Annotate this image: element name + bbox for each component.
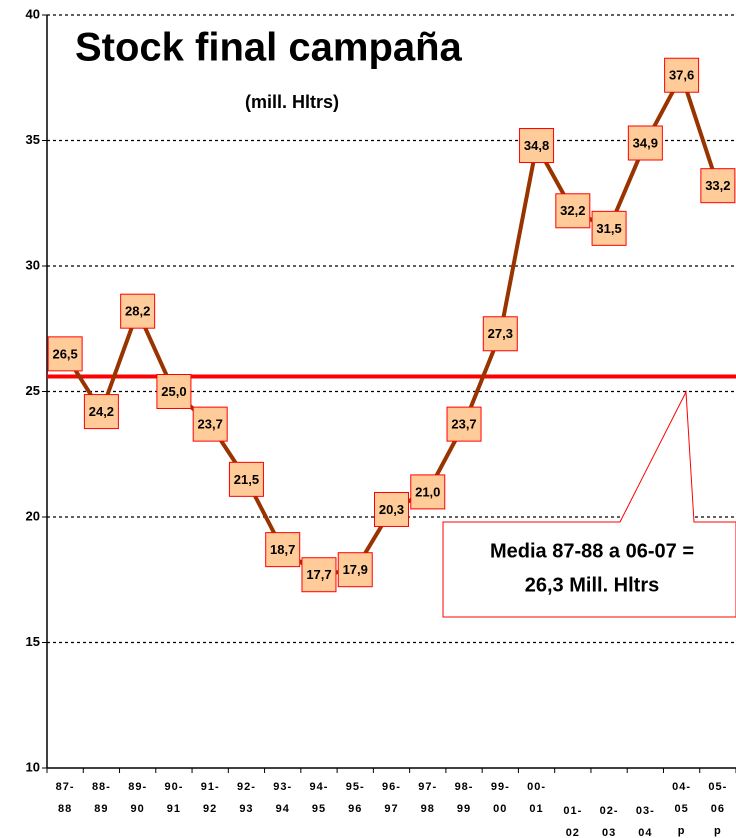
data-label: 27,3 <box>488 326 513 341</box>
data-marker <box>627 125 663 161</box>
data-label: 26,5 <box>52 346 77 361</box>
x-tick-label: 99- 00 <box>490 781 510 815</box>
data-marker <box>337 552 373 588</box>
data-label: 31,5 <box>596 221 621 236</box>
data-label: 21,0 <box>415 484 440 499</box>
chart-title: Stock final campaña <box>75 26 463 70</box>
y-tick-label: 25 <box>26 383 40 398</box>
data-marker <box>482 316 518 352</box>
y-tick-label: 20 <box>26 508 40 523</box>
data-marker <box>664 57 700 93</box>
x-tick-label: 05- 06 p <box>708 781 728 837</box>
data-marker <box>446 406 482 442</box>
data-label: 23,7 <box>198 417 223 432</box>
data-marker <box>591 210 627 246</box>
data-label: 23,7 <box>451 417 476 432</box>
data-marker <box>47 336 83 372</box>
y-tick-label: 15 <box>26 634 40 649</box>
y-tick-label: 40 <box>26 6 40 21</box>
annotation-text: 26,3 Mill. Hltrs <box>525 574 660 596</box>
data-marker <box>192 406 228 442</box>
x-tick-label: 92- 93 <box>236 781 256 815</box>
data-label: 37,6 <box>669 68 694 83</box>
data-label: 17,7 <box>306 567 331 582</box>
data-label: 33,2 <box>705 178 730 193</box>
data-marker <box>83 394 119 430</box>
data-label: 20,3 <box>379 502 404 517</box>
y-tick-label: 35 <box>26 132 40 147</box>
data-label: 24,2 <box>89 404 114 419</box>
data-label: 34,9 <box>633 135 658 150</box>
chart-subtitle: (mill. Hltrs) <box>245 92 339 112</box>
x-tick-label: 04- 05 p <box>672 781 692 837</box>
x-tick-label: 97- 98 <box>418 781 438 815</box>
x-tick-label: 89- 90 <box>128 781 148 815</box>
annotation-text: Media 87-88 a 06-07 = <box>490 540 694 562</box>
x-tick-label: 01- 02 <box>563 805 583 838</box>
data-marker <box>700 168 736 204</box>
callout-box <box>442 390 736 618</box>
x-tick-label: 00- 01 <box>527 781 546 815</box>
x-tick-label: 03- 04 <box>635 805 655 838</box>
x-tick-label: 87- 88 <box>55 781 75 815</box>
data-marker <box>265 532 301 568</box>
x-tick-label: 94- 95 <box>309 781 329 815</box>
data-label: 32,2 <box>560 203 585 218</box>
x-tick-label: 02- 03 <box>599 805 619 838</box>
data-label: 17,9 <box>343 562 368 577</box>
x-tick-label: 90- 91 <box>164 781 184 815</box>
data-label: 21,5 <box>234 472 259 487</box>
y-tick-label: 30 <box>26 257 40 272</box>
data-label: 18,7 <box>270 542 295 557</box>
x-tick-label: 93- 94 <box>273 781 293 815</box>
data-marker <box>519 128 555 164</box>
data-marker <box>301 557 337 593</box>
data-marker <box>228 461 264 497</box>
data-label: 25,0 <box>161 384 186 399</box>
data-marker <box>120 293 156 329</box>
x-tick-label: 96- 97 <box>382 781 401 815</box>
data-marker <box>156 374 192 409</box>
x-tick-label: 95- 96 <box>345 781 365 815</box>
data-marker <box>374 491 409 527</box>
x-tick-label: 91- 92 <box>200 781 220 815</box>
data-label: 34,8 <box>524 138 549 153</box>
data-marker <box>555 193 591 229</box>
x-tick-label: 88- 89 <box>91 781 111 815</box>
x-tick-label: 98- 99 <box>454 781 474 815</box>
data-marker <box>410 474 446 510</box>
y-tick-label: 10 <box>26 759 40 774</box>
data-label: 28,2 <box>125 304 150 319</box>
